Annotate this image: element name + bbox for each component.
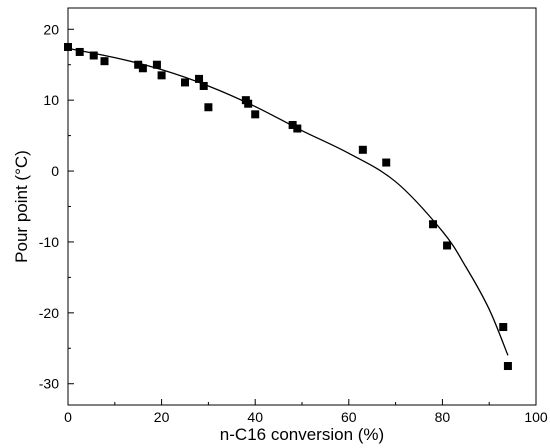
data-point — [382, 158, 391, 167]
data-point — [157, 71, 166, 80]
data-point — [503, 362, 512, 371]
y-tick-label: -10 — [39, 234, 59, 250]
data-point — [293, 124, 302, 133]
x-tick-label: 100 — [524, 409, 548, 425]
x-tick-label: 40 — [247, 409, 263, 425]
data-point — [358, 145, 367, 154]
data-point — [499, 323, 508, 332]
data-point — [75, 47, 84, 56]
fit-curve — [67, 47, 509, 356]
data-point — [100, 57, 109, 66]
y-tick-label: -20 — [39, 305, 59, 321]
x-axis-title: n-C16 conversion (%) — [220, 425, 384, 444]
data-point — [204, 103, 213, 112]
data-point — [195, 74, 204, 83]
y-axis-ticks: -30 -20 -10 0 10 20 — [39, 21, 74, 392]
x-tick-label: 80 — [435, 409, 451, 425]
data-point — [89, 51, 98, 60]
data-point — [64, 42, 72, 51]
x-tick-label: 0 — [64, 409, 72, 425]
data-point — [251, 110, 260, 119]
data-point — [288, 120, 297, 129]
x-tick-label: 20 — [154, 409, 170, 425]
data-point — [443, 241, 452, 250]
data-point — [138, 64, 147, 73]
data-point — [429, 220, 438, 229]
data-point — [134, 60, 143, 69]
data-points — [64, 42, 512, 371]
y-tick-label: 10 — [43, 92, 59, 108]
y-tick-label: 0 — [51, 163, 59, 179]
y-tick-label: 20 — [43, 21, 59, 37]
data-point — [199, 81, 208, 90]
x-tick-label: 60 — [341, 409, 357, 425]
data-point — [181, 78, 189, 87]
x-axis-ticks: 0 20 40 60 80 100 — [64, 399, 548, 425]
y-tick-label: -30 — [39, 376, 59, 392]
data-point — [152, 60, 161, 69]
y-axis-title: Pour point (°C) — [12, 150, 31, 263]
data-point — [244, 99, 253, 108]
